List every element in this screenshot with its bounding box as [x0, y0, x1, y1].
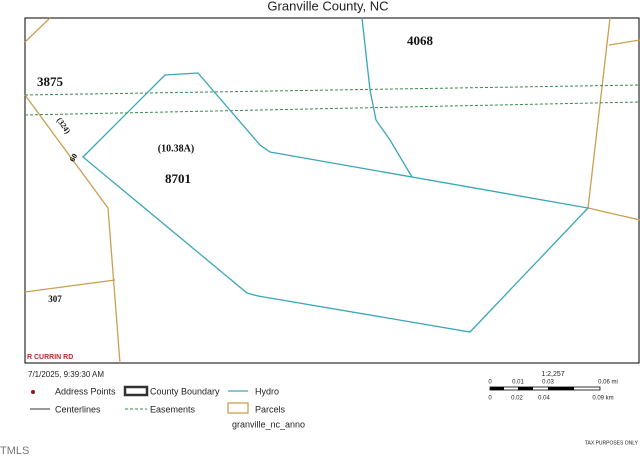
- legend: Address Points County Boundary Hydro Cen…: [30, 385, 305, 429]
- scale-tick: 0.02: [511, 396, 523, 402]
- scale-tick: 0.01: [512, 380, 524, 386]
- map-title: Granville County, NC: [267, 0, 388, 13]
- scale-tick: 0.03: [542, 380, 554, 386]
- disclaimer: TAX PURPOSES ONLY: [585, 440, 639, 446]
- scale-tick: 0.06 mi: [598, 380, 618, 386]
- scale-tick: 0: [488, 396, 492, 402]
- scale-tick: 0: [488, 380, 492, 386]
- scale-bar: 1:2,257 0 0.01 0.03 0.06 mi 0 0.02 0.04 …: [488, 371, 618, 402]
- acreage-label: (10.38A): [158, 143, 194, 154]
- map-frame: 4068 3875 (324) 60 (10.38A) 8701 307 R C…: [24, 17, 640, 364]
- legend-label: granville_nc_anno: [232, 419, 305, 429]
- scale-ratio: 1:2,257: [541, 371, 564, 378]
- logo: TMLS: [0, 445, 29, 457]
- parcel-label: 3875: [37, 74, 64, 89]
- scale-tick: 0.04: [538, 396, 550, 402]
- legend-label: Parcels: [255, 404, 286, 414]
- legend-label: Hydro: [255, 386, 279, 396]
- road-name: R CURRIN RD: [27, 354, 73, 361]
- legend-label: Centerlines: [55, 404, 101, 414]
- legend-label: Easements: [150, 404, 196, 414]
- timestamp: 7/1/2025, 9:39:30 AM: [28, 370, 104, 379]
- parcel-label: 4068: [407, 33, 434, 48]
- parcel-label: 307: [48, 294, 62, 304]
- road-label: 60: [68, 152, 80, 163]
- legend-label: Address Points: [55, 386, 116, 396]
- scale-tick: 0.09 km: [592, 396, 613, 402]
- parcel-label: 8701: [165, 171, 191, 186]
- legend-label: County Boundary: [150, 386, 220, 396]
